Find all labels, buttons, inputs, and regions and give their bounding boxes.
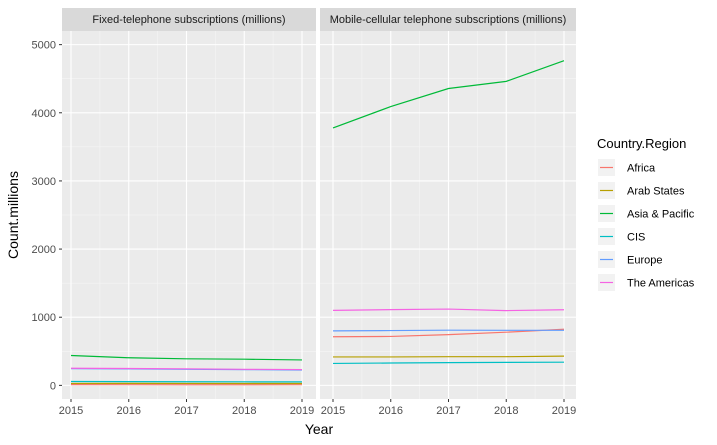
x-tick-label: 2017 (436, 405, 460, 417)
strip-background-mobile (320, 8, 576, 31)
legend: Country.Region Africa Arab States Asia & P… (597, 136, 695, 291)
x-tick-label: 2019 (290, 405, 314, 417)
x-tick-label: 2018 (232, 405, 256, 417)
x-tick-label: 2018 (494, 405, 518, 417)
legend-title: Country.Region (597, 136, 686, 151)
grid-layer (62, 31, 576, 399)
series-line-fixed-2 (70, 354, 303, 361)
x-tick-label: 2019 (552, 405, 576, 417)
series-line-mobile-5 (332, 308, 565, 312)
legend-label: The Americas (627, 278, 695, 290)
legend-label: Africa (627, 163, 656, 175)
series-line-mobile-3 (332, 361, 565, 365)
x-tick-label: 2017 (174, 405, 198, 417)
y-axis-title: Count.millions (5, 171, 21, 259)
legend-label: Asia & Pacific (627, 209, 695, 221)
y-tick-label: 1000 (32, 312, 56, 324)
y-tick-label: 2000 (32, 244, 56, 256)
series-line-mobile-0 (332, 328, 565, 338)
y-tick-label: 0 (50, 380, 56, 392)
series-line-fixed-5 (70, 367, 303, 371)
series-line-mobile-4 (332, 329, 564, 332)
facet-label-fixed: Fixed-telephone subscriptions (millions) (92, 14, 285, 26)
axes-layer: 2015 2016 2017 2018 2019 2015 2016 2017 2018 2019… (32, 40, 577, 417)
y-tick-label: 4000 (32, 108, 56, 120)
legend-label: CIS (627, 232, 645, 244)
x-tick-label: 2015 (321, 405, 345, 417)
legend-label: Arab States (627, 186, 685, 198)
x-tick-label: 2016 (117, 405, 141, 417)
series-line-mobile-2 (332, 60, 565, 129)
x-axis-title: Year (305, 421, 334, 437)
y-tick-label: 5000 (32, 40, 56, 52)
lines-layer (70, 60, 565, 386)
x-tick-label: 2015 (59, 405, 83, 417)
strip-background-fixed (62, 8, 316, 31)
y-tick-label: 3000 (32, 176, 56, 188)
legend-label: Europe (627, 255, 662, 267)
facet-label-mobile: Mobile-cellular telephone subscriptions … (330, 14, 567, 26)
x-tick-label: 2016 (379, 405, 403, 417)
series-line-mobile-1 (333, 355, 565, 358)
